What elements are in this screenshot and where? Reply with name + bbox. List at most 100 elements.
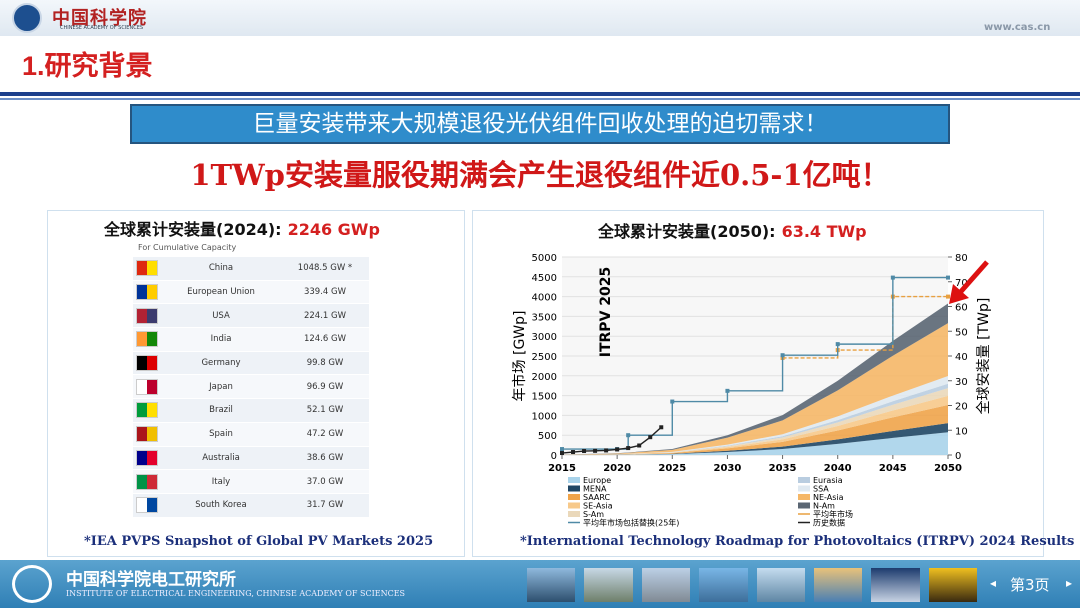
next-button[interactable]: ▸: [1066, 576, 1073, 590]
value-cell: 96.9 GW: [281, 374, 369, 400]
flag: [136, 497, 158, 514]
thumb: [641, 568, 691, 602]
thumb: [871, 568, 920, 602]
country-cell: China: [161, 257, 281, 281]
legend-label: S-Am: [583, 510, 604, 519]
marker: [890, 275, 895, 280]
panel-title: 全球累计安装量(2024): 2246 GWp: [104, 216, 380, 240]
table-row: Germany 99.8 GW: [133, 351, 369, 376]
marker: [582, 449, 587, 454]
thumb: [584, 568, 633, 602]
legend-label: SE-Asia: [583, 502, 613, 511]
flag-cell: [133, 493, 161, 518]
org-name-en: INSTITUTE OF ELECTRICAL ENGINEERING, CHI…: [66, 589, 406, 598]
thumb: [756, 568, 805, 602]
table-row: USA 224.1 GW: [133, 303, 369, 329]
marker: [560, 447, 564, 452]
country-cell: Italy: [161, 469, 281, 494]
legend-swatch: [568, 494, 580, 500]
y2-tick-label: 60: [955, 303, 968, 314]
logo-subtext: CHINESE ACADEMY OF SCIENCES: [60, 25, 144, 31]
legend-label: SSA: [813, 485, 829, 494]
y-tick-label: 3000: [532, 332, 557, 343]
y2-tick-label: 70: [955, 278, 968, 289]
flag-cell: [133, 351, 161, 376]
legend-swatch: [568, 511, 580, 517]
y-tick-label: 4500: [532, 273, 557, 284]
legend-label: 平均年市场: [813, 509, 853, 519]
table-row: European Union 339.4 GW: [133, 280, 369, 305]
arrow: [949, 260, 989, 304]
country-cell: Australia: [161, 446, 281, 471]
flag-cell: [133, 469, 161, 494]
logo-text: 中国科学院: [52, 8, 147, 29]
table-row: China 1048.5 GW *: [133, 257, 369, 281]
x-tick-label: 2025: [658, 463, 686, 474]
x-tick-label: 2040: [824, 463, 852, 474]
x-tick-label: 2020: [603, 463, 631, 474]
country-cell: South Korea: [161, 493, 281, 518]
flag-cell: [133, 303, 161, 329]
subtitle: 1TWp安装量服役期满会产生退役组件近0.5-1亿吨！: [190, 158, 890, 192]
marker: [571, 450, 576, 455]
rule: [0, 92, 1080, 96]
flag-cell: [133, 446, 161, 471]
y2-tick-label: 80: [955, 253, 968, 264]
flag: [136, 331, 158, 348]
x-tick-label: 2030: [714, 463, 742, 474]
marker: [725, 388, 730, 393]
thumbnails: [527, 568, 977, 602]
legend-label: Europe: [583, 476, 611, 485]
y-tick-label: 0: [551, 451, 557, 462]
country-cell: Japan: [161, 374, 281, 400]
country-cell: USA: [161, 303, 281, 329]
caption: For Cumulative Capacity: [138, 243, 237, 252]
country-cell: India: [161, 327, 281, 352]
x-tick-label: 2050: [934, 463, 962, 474]
marker: [626, 433, 631, 438]
y-tick-label: 1500: [532, 392, 557, 403]
value-cell: 224.1 GW: [281, 303, 369, 329]
legend-label: 历史数据: [813, 518, 845, 528]
marker: [946, 294, 950, 299]
prev-button[interactable]: ◂: [990, 576, 997, 590]
y-tick-label: 1000: [532, 411, 557, 422]
y2-tick-label: 30: [955, 377, 968, 388]
legend-label: NE-Asia: [813, 493, 844, 502]
table-row: Italy 37.0 GW: [133, 469, 369, 494]
country-cell: Germany: [161, 351, 281, 376]
y-axis-label: 年市场 [GWp]: [511, 311, 528, 402]
value-cell: 339.4 GW: [281, 280, 369, 305]
y2-tick-label: 50: [955, 327, 968, 338]
x-tick-label: 2035: [769, 463, 797, 474]
highlight: 63.4 TWp: [781, 222, 867, 241]
y2-tick-label: 40: [955, 352, 968, 363]
y2-tick-label: 10: [955, 426, 968, 437]
highlight: 2246 GWp: [287, 220, 380, 239]
thumb: [699, 568, 748, 602]
legend-swatch: [798, 485, 810, 492]
y2-axis-label: 全球安装量 [TWp]: [975, 298, 992, 415]
legend-swatch: [798, 477, 810, 483]
table-row: Spain 47.2 GW: [133, 422, 369, 447]
y-tick-label: 3500: [532, 312, 557, 323]
value-cell: 31.7 GW: [281, 493, 369, 518]
y-tick-label: 2000: [532, 372, 557, 383]
marker: [946, 275, 950, 280]
table-row: Brazil 52.1 GW: [133, 398, 369, 423]
line-line: [561, 426, 662, 454]
legend-label: Eurasia: [813, 476, 843, 485]
panel-title: 全球累计安装量(2050): 63.4 TWp: [598, 218, 867, 242]
title-text: 全球累计安装量(2050):: [598, 222, 776, 241]
annotation: ITRPV 2025: [598, 267, 614, 357]
marker: [604, 448, 609, 453]
x-tick-label: 2045: [879, 463, 907, 474]
header-bar: [0, 0, 1080, 36]
area: [562, 405, 948, 455]
url: www.cas.cn: [984, 22, 1051, 33]
legend-label: MENA: [583, 485, 607, 494]
flag-cell: [133, 327, 161, 352]
marker: [593, 448, 598, 453]
flag: [136, 284, 158, 301]
org-name: 中国科学院电工研究所: [66, 570, 236, 590]
